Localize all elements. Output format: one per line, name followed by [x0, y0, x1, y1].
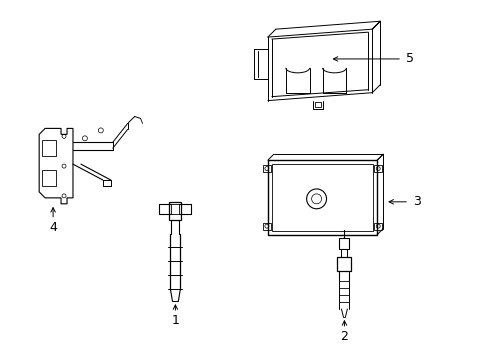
Bar — [169, 202, 181, 220]
Bar — [271, 164, 372, 231]
Text: 3: 3 — [412, 195, 420, 208]
Text: 4: 4 — [49, 221, 57, 234]
Bar — [339, 238, 349, 249]
Bar — [373, 165, 382, 172]
Bar — [171, 204, 179, 214]
Bar — [373, 223, 382, 230]
Text: 5: 5 — [405, 53, 413, 66]
Bar — [42, 170, 56, 186]
Text: 2: 2 — [340, 330, 347, 343]
Bar — [337, 257, 351, 271]
Bar — [263, 165, 270, 172]
Bar — [263, 223, 270, 230]
Bar — [42, 140, 56, 156]
Bar — [267, 160, 376, 235]
Bar — [314, 102, 320, 107]
Text: 1: 1 — [171, 314, 179, 327]
